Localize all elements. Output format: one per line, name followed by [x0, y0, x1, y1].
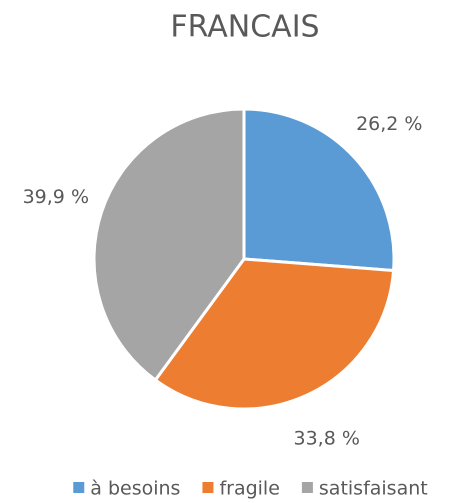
data-label: 26,2 % — [356, 113, 422, 135]
chart-title: FRANCAIS — [170, 10, 319, 45]
legend-label: fragile — [219, 478, 279, 500]
pie-slice — [153, 257, 396, 411]
pie-slice — [242, 107, 396, 273]
pie-slice — [92, 107, 246, 383]
legend-label: à besoins — [90, 478, 180, 500]
data-label: 39,9 % — [23, 186, 89, 208]
legend-swatch — [301, 482, 313, 493]
data-label: 33,8 % — [293, 427, 359, 449]
legend-label: satisfaisant — [319, 478, 428, 500]
legend-swatch — [73, 482, 85, 493]
legend-swatch — [202, 482, 214, 493]
